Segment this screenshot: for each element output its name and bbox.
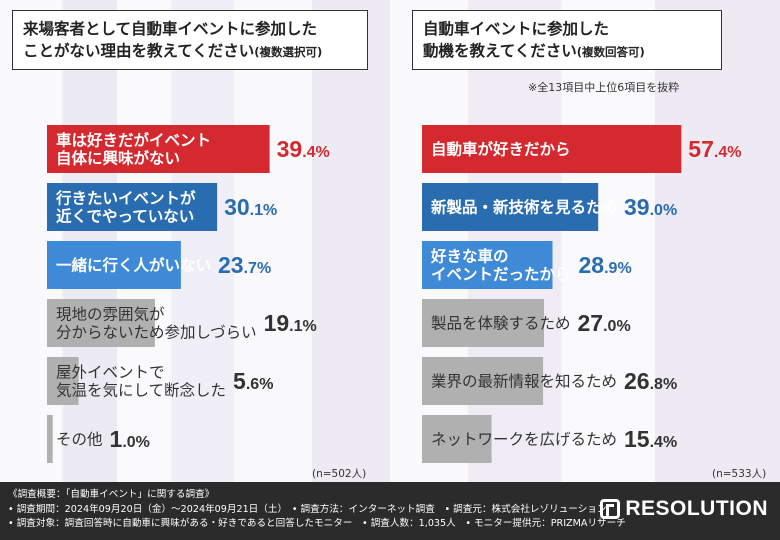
left-chart-title: 来場客者として自動車イベントに参加した ことがない理由を教えてください(複数選択… <box>12 10 368 70</box>
bar-value-label: 39.0% <box>624 194 677 220</box>
bar-value-label: 15.4% <box>624 426 677 452</box>
bar-category-label: 好きな車のイベントだったから <box>430 247 571 284</box>
bar <box>422 357 544 405</box>
bar-category-label: 製品を体験するため <box>431 315 571 333</box>
bar <box>47 299 155 347</box>
bar-value-label: 30.1% <box>224 194 277 220</box>
survey-target-line: • 調査対象：調査回答時に自動車に興味がある・好きであると回答したモニター • … <box>8 518 626 529</box>
category-label-line: 好きな車の <box>430 247 509 266</box>
category-label-line: 業界の最新情報を知るため <box>431 373 617 391</box>
right-sample-size: (n=533人) <box>712 468 767 480</box>
survey-footer: 《調査概要：「自動車イベント」に関する調査》 • 調査期間：2024年09月20… <box>0 482 780 540</box>
category-label-line: その他 <box>56 431 103 449</box>
bar-category-label: 車は好きだがイベント自体に興味がない <box>56 131 211 168</box>
brand-name: RESOLUTION <box>625 497 768 520</box>
bar-value-label: 5.6% <box>233 368 273 394</box>
bar <box>422 299 544 347</box>
left-sample-size: (n=502人) <box>312 468 367 480</box>
category-label-line: イベントだったから <box>431 266 571 284</box>
category-label-line: 近くでやっていない <box>56 207 194 226</box>
category-label-line: 行きたいイベントが <box>55 189 196 208</box>
bar-category-label: 新製品・新技術を見るため <box>431 198 617 217</box>
survey-title-line: 《調査概要：「自動車イベント」に関する調査》 <box>8 489 215 500</box>
category-label-line: 新製品・新技術を見るため <box>431 198 617 217</box>
bar-category-label: 業界の最新情報を知るため <box>431 373 617 391</box>
category-label-line: 車は好きだがイベント <box>56 131 211 150</box>
bar <box>422 241 553 289</box>
bar-category-label: 行きたいイベントが近くでやっていない <box>55 189 196 226</box>
category-label-line: 製品を体験するため <box>431 315 571 333</box>
bar-value-label: 27.0% <box>578 310 631 336</box>
left-title-suffix: (複数選択可) <box>254 44 323 59</box>
bar-category-label: 屋外イベントで気温を気にして断念した <box>56 364 226 400</box>
bar-charts: 車は好きだがイベント自体に興味がない 39.4% 行きたいイベントが近くでやっていな… <box>47 125 741 463</box>
bar-value-label: 19.1% <box>264 310 317 336</box>
bar <box>47 125 270 173</box>
right-title-line2: 動機を教えてください <box>423 41 577 60</box>
right-title-suffix: (複数回答可) <box>576 44 645 59</box>
category-label-line: 屋外イベントで <box>56 364 165 382</box>
category-label-line: 分からないため参加しづらい <box>56 324 257 342</box>
bar <box>47 241 181 289</box>
brand-logo: RESOLUTION <box>600 497 768 521</box>
right-title-line1: 自動車イベントに参加した <box>423 20 610 38</box>
bar-value-label: 26.8% <box>624 368 677 394</box>
bar <box>47 415 53 463</box>
left-bar-chart: 車は好きだがイベント自体に興味がない 39.4% 行きたいイベントが近くでやっていな… <box>47 125 330 463</box>
right-bar-chart: 自動車が好きだから 57.4% 新製品・新技術を見るため 39.0% 好きな車のイベント… <box>422 125 741 463</box>
bar <box>47 183 218 231</box>
right-chart-title: 自動車イベントに参加した 動機を教えてください(複数回答可) <box>412 10 722 70</box>
bar-category-label: 現地の雰囲気が分からないため参加しづらい <box>56 306 257 342</box>
survey-period-line: • 調査期間：2024年09月20日（金）～2024年09月21日（土） • 調… <box>8 503 607 515</box>
category-label-line: ネットワークを広げるため <box>431 431 617 449</box>
bar <box>422 125 682 173</box>
bar-value-label: 57.4% <box>688 136 741 162</box>
bar-category-label: 一緒に行く人がいない <box>56 256 211 275</box>
category-label-line: 気温を気にして断念した <box>56 381 226 400</box>
left-title-line1: 来場客者として自動車イベントに参加した <box>23 20 318 38</box>
resolution-logo-icon <box>600 499 621 519</box>
left-title-line2: ことがない理由を教えてください <box>23 41 255 60</box>
right-chart-note: ※全13項目中上位6項目を抜粋 <box>528 81 680 94</box>
bar-value-label: 28.9% <box>579 252 632 278</box>
bar-category-label: 自動車が好きだから <box>431 140 571 159</box>
bar <box>422 183 599 231</box>
bar <box>47 357 79 405</box>
bar-category-label: その他 <box>56 431 103 449</box>
survey-details: 《調査概要：「自動車イベント」に関する調査》 • 調査期間：2024年09月20… <box>8 488 626 532</box>
bar-value-label: 1.0% <box>110 426 150 452</box>
bar-value-label: 23.7% <box>218 252 271 278</box>
bar <box>422 415 492 463</box>
category-label-line: 自動車が好きだから <box>431 140 571 159</box>
category-label-line: 現地の雰囲気が <box>56 306 165 324</box>
category-label-line: 一緒に行く人がいない <box>56 256 211 275</box>
bar-category-label: ネットワークを広げるため <box>431 431 617 449</box>
category-label-line: 自体に興味がない <box>56 149 180 168</box>
bar-value-label: 39.4% <box>277 136 330 162</box>
